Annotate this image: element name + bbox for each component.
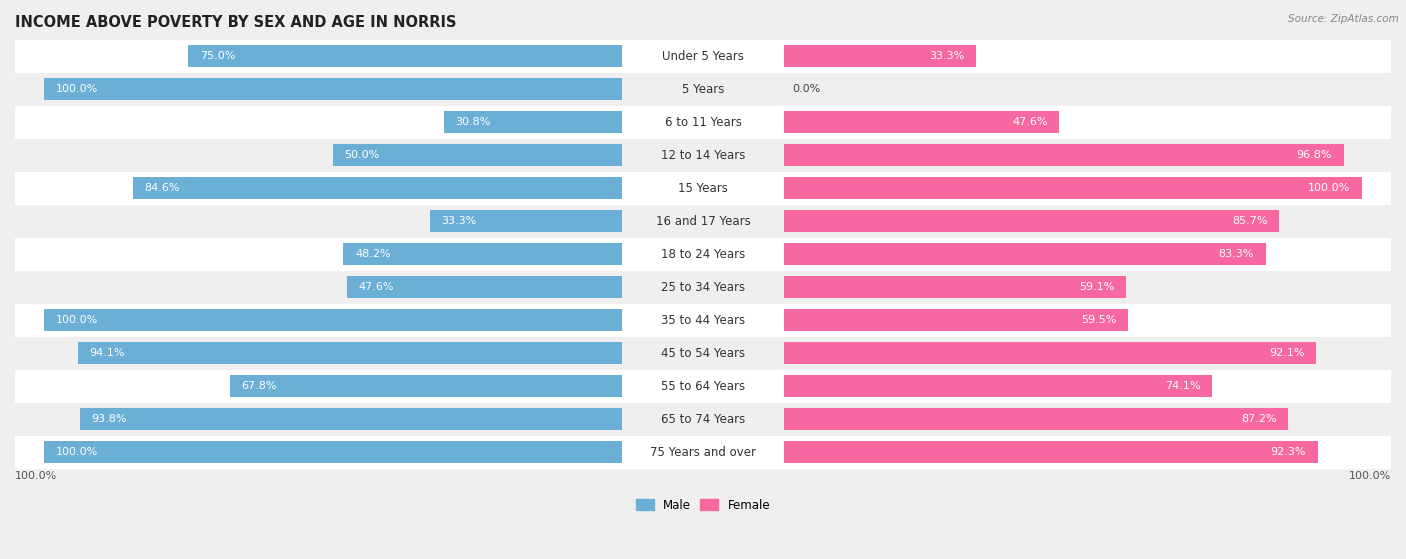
- Text: 47.6%: 47.6%: [359, 282, 394, 292]
- Legend: Male, Female: Male, Female: [631, 494, 775, 517]
- Bar: [15, 337, 1391, 369]
- Text: 48.2%: 48.2%: [354, 249, 391, 259]
- Text: 96.8%: 96.8%: [1296, 150, 1331, 160]
- Bar: [44, 78, 621, 101]
- Bar: [134, 177, 621, 200]
- Text: 33.3%: 33.3%: [929, 51, 965, 61]
- Text: INCOME ABOVE POVERTY BY SEX AND AGE IN NORRIS: INCOME ABOVE POVERTY BY SEX AND AGE IN N…: [15, 15, 457, 30]
- Bar: [785, 408, 1288, 430]
- Bar: [785, 243, 1265, 266]
- Bar: [15, 402, 1391, 435]
- Text: Source: ZipAtlas.com: Source: ZipAtlas.com: [1288, 14, 1399, 24]
- Bar: [785, 342, 1316, 364]
- Text: 47.6%: 47.6%: [1012, 117, 1047, 127]
- Text: 87.2%: 87.2%: [1241, 414, 1277, 424]
- Text: 55 to 64 Years: 55 to 64 Years: [661, 380, 745, 392]
- Bar: [80, 408, 621, 430]
- Text: 83.3%: 83.3%: [1219, 249, 1254, 259]
- Bar: [77, 342, 621, 364]
- Bar: [785, 276, 1126, 299]
- Text: 67.8%: 67.8%: [242, 381, 277, 391]
- Text: 93.8%: 93.8%: [91, 414, 127, 424]
- Text: 74.1%: 74.1%: [1166, 381, 1201, 391]
- Text: 75 Years and over: 75 Years and over: [650, 446, 756, 458]
- Text: 5 Years: 5 Years: [682, 83, 724, 96]
- Bar: [44, 441, 621, 463]
- Bar: [15, 205, 1391, 238]
- Bar: [15, 271, 1391, 304]
- Bar: [444, 111, 621, 134]
- Bar: [785, 45, 976, 68]
- Text: 84.6%: 84.6%: [145, 183, 180, 193]
- Bar: [15, 435, 1391, 468]
- Bar: [333, 144, 621, 167]
- Text: 18 to 24 Years: 18 to 24 Years: [661, 248, 745, 260]
- Bar: [347, 276, 621, 299]
- Text: 100.0%: 100.0%: [15, 471, 58, 481]
- Text: 65 to 74 Years: 65 to 74 Years: [661, 413, 745, 425]
- Bar: [785, 375, 1212, 397]
- Bar: [44, 309, 621, 331]
- Text: 59.5%: 59.5%: [1081, 315, 1116, 325]
- Text: 100.0%: 100.0%: [55, 84, 98, 94]
- Text: 100.0%: 100.0%: [1348, 471, 1391, 481]
- Bar: [430, 210, 621, 233]
- Text: 85.7%: 85.7%: [1232, 216, 1268, 226]
- Text: 0.0%: 0.0%: [793, 84, 821, 94]
- Bar: [15, 238, 1391, 271]
- Bar: [15, 304, 1391, 337]
- Bar: [15, 106, 1391, 139]
- Bar: [785, 111, 1059, 134]
- Text: 59.1%: 59.1%: [1078, 282, 1114, 292]
- Text: 92.1%: 92.1%: [1270, 348, 1305, 358]
- Text: 100.0%: 100.0%: [55, 447, 98, 457]
- Bar: [15, 73, 1391, 106]
- Bar: [188, 45, 621, 68]
- Bar: [15, 139, 1391, 172]
- Text: 12 to 14 Years: 12 to 14 Years: [661, 149, 745, 162]
- Text: 100.0%: 100.0%: [1308, 183, 1351, 193]
- Bar: [785, 309, 1128, 331]
- Bar: [785, 144, 1344, 167]
- Bar: [785, 177, 1362, 200]
- Text: 6 to 11 Years: 6 to 11 Years: [665, 116, 741, 129]
- Text: 33.3%: 33.3%: [441, 216, 477, 226]
- Text: 35 to 44 Years: 35 to 44 Years: [661, 314, 745, 326]
- Text: 50.0%: 50.0%: [344, 150, 380, 160]
- Bar: [343, 243, 621, 266]
- Text: 16 and 17 Years: 16 and 17 Years: [655, 215, 751, 228]
- Bar: [15, 40, 1391, 73]
- Text: 92.3%: 92.3%: [1271, 447, 1306, 457]
- Bar: [15, 172, 1391, 205]
- Text: 30.8%: 30.8%: [456, 117, 491, 127]
- Bar: [785, 441, 1317, 463]
- Text: 25 to 34 Years: 25 to 34 Years: [661, 281, 745, 293]
- Text: 75.0%: 75.0%: [200, 51, 235, 61]
- Text: 15 Years: 15 Years: [678, 182, 728, 195]
- Text: Under 5 Years: Under 5 Years: [662, 50, 744, 63]
- Text: 100.0%: 100.0%: [55, 315, 98, 325]
- Text: 45 to 54 Years: 45 to 54 Years: [661, 347, 745, 359]
- Text: 94.1%: 94.1%: [90, 348, 125, 358]
- Bar: [231, 375, 621, 397]
- Bar: [15, 369, 1391, 402]
- Bar: [785, 210, 1279, 233]
